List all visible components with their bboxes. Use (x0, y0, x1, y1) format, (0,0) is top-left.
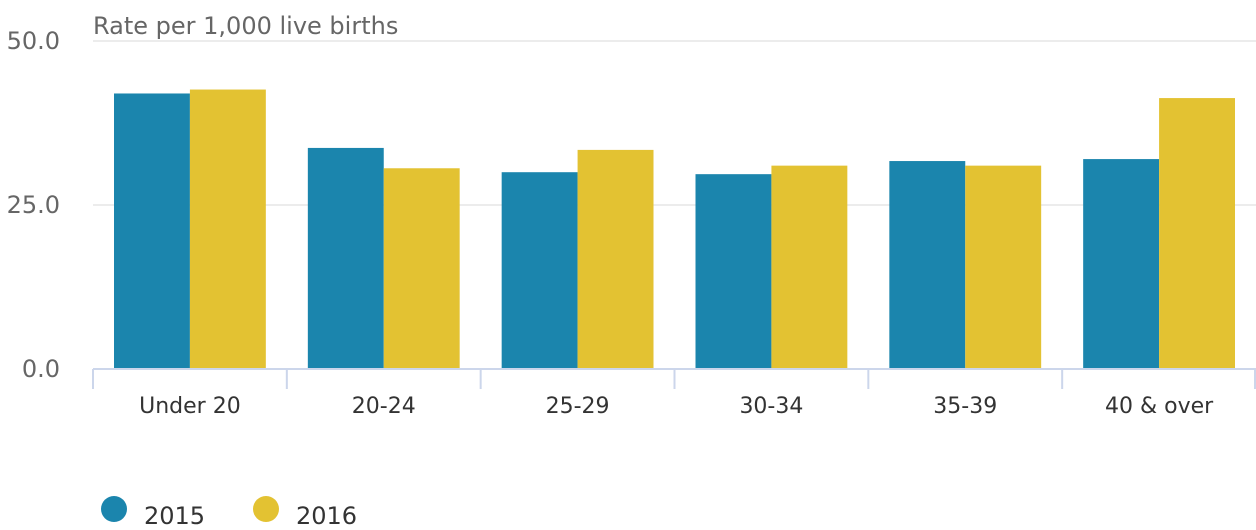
bar-2016[interactable] (771, 165, 848, 369)
legend[interactable]: 2015 2016 (101, 496, 357, 530)
y-tick-label: 50.0 (7, 27, 60, 55)
bars (114, 89, 1235, 370)
x-axis (92, 368, 1256, 389)
x-axis-ticks: Under 20 20-24 25-29 30-34 35-39 40 & over (139, 394, 1214, 419)
legend-swatch (253, 496, 279, 522)
bar-2015[interactable] (114, 93, 190, 369)
bar-2016[interactable] (577, 149, 654, 369)
bar-2015[interactable] (1083, 159, 1160, 369)
legend-item-2016[interactable]: 2016 (253, 496, 357, 530)
y-axis-ticks: 0.0 25.0 50.0 (7, 27, 60, 383)
x-tick-label: 35-39 (933, 394, 997, 419)
legend-label: 2015 (144, 502, 205, 526)
x-tick-label: Under 20 (139, 394, 241, 419)
bar-2016[interactable] (189, 89, 266, 369)
x-tick-label: 25-29 (546, 394, 610, 419)
x-tick-label: 20-24 (352, 394, 416, 419)
bar-2016[interactable] (965, 165, 1042, 369)
x-tick-label: 40 & over (1105, 394, 1214, 419)
y-tick-label: 0.0 (22, 355, 60, 383)
legend-swatch (101, 496, 127, 522)
bar-2015[interactable] (307, 147, 384, 369)
y-axis-label: Rate per 1,000 live births (93, 12, 398, 40)
bar-2015[interactable] (501, 172, 578, 369)
bar-2015[interactable] (889, 161, 966, 369)
bar-2016[interactable] (383, 168, 460, 369)
x-tick-label: 30-34 (739, 394, 803, 419)
legend-item-2015[interactable]: 2015 (101, 496, 205, 530)
gridlines (93, 40, 1256, 206)
y-tick-label: 25.0 (7, 191, 60, 219)
bar-2016[interactable] (1159, 98, 1235, 370)
bar-2015[interactable] (695, 174, 772, 369)
legend-label: 2016 (296, 502, 357, 526)
